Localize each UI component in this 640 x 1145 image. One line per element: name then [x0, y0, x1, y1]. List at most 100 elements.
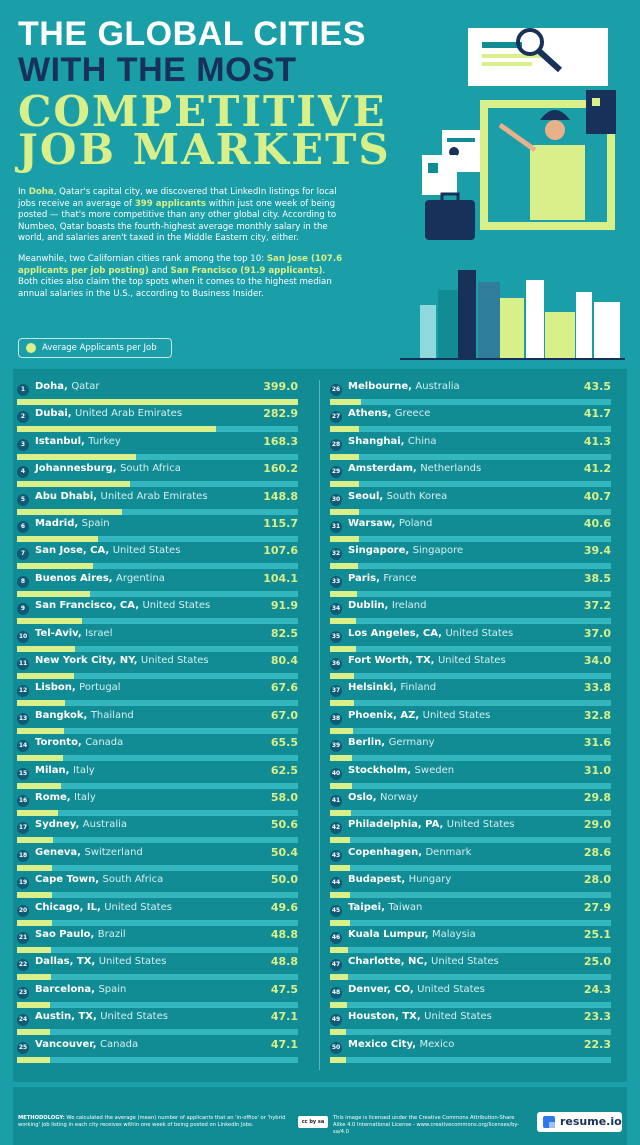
job-market-illustration [400, 28, 625, 360]
bar-track [17, 590, 298, 597]
rank-badge: 28 [330, 438, 342, 451]
ranking-row: 24 Austin, TX, United States 47.1 [17, 1010, 298, 1037]
ranking-row: 18 Geneva, Switzerland 50.4 [17, 846, 298, 873]
ranking-row: 10 Tel-Aviv, Israel 82.5 [17, 627, 298, 654]
ranking-row: 45 Taipei, Taiwan 27.9 [330, 901, 611, 928]
brand-logo[interactable]: resume.io [537, 1112, 622, 1132]
bar [330, 974, 348, 981]
country-name: Sweden [414, 764, 455, 776]
country-name: United Arab Emirates [100, 490, 208, 502]
bar [17, 837, 53, 844]
rank-badge: 33 [330, 575, 342, 588]
value-label: 80.4 [270, 654, 298, 667]
value-label: 82.5 [270, 626, 298, 640]
bar [17, 481, 130, 488]
cc-license-badge[interactable]: cc by sa [298, 1116, 328, 1128]
bar-track [17, 673, 298, 679]
city-name: Melbourne, [348, 381, 412, 392]
bar-track [17, 864, 298, 871]
ranking-row: 22 Dallas, TX, United States 48.8 [17, 955, 298, 982]
ranking-row: 5 Abu Dhabi, United Arab Emirates 148.8 [17, 490, 298, 517]
city-name: Singapore, [348, 545, 410, 557]
city-name: Shanghai, [348, 435, 405, 447]
ranking-row: 30 Seoul, South Korea 40.7 [330, 490, 611, 517]
city-name: New York City, NY, [35, 655, 138, 666]
country-name: Argentina [116, 572, 165, 584]
value-label: 115.7 [263, 517, 298, 530]
ranking-row: 43 Copenhagen, Denmark 28.6 [330, 846, 611, 873]
bar-track [330, 536, 611, 542]
bar [330, 645, 357, 652]
city-name: Dallas, TX, [35, 956, 96, 968]
ranking-row: 50 Mexico City, Mexico 22.3 [330, 1038, 611, 1065]
country-name: United States [422, 709, 491, 721]
city-name: Sydney, [35, 819, 80, 831]
value-label: 107.6 [263, 544, 298, 558]
bar-track [17, 782, 298, 789]
bar [17, 508, 122, 515]
ranking-row: 35 Los Angeles, CA, United States 37.0 [330, 627, 611, 654]
bar-track [330, 590, 611, 597]
bar-track [330, 481, 611, 488]
ranking-row: 28 Shanghai, China 41.3 [330, 435, 611, 462]
rank-badge: 6 [17, 521, 29, 533]
intro-paragraph-2: Meanwhile, two Californian cities rank a… [18, 253, 343, 299]
value-label: 50.4 [270, 845, 298, 859]
bar-track [330, 426, 611, 433]
city-name: Buenos Aires, [35, 572, 113, 584]
city-name: Charlotte, NC, [348, 956, 428, 968]
value-label: 65.5 [270, 736, 298, 750]
country-name: United Arab Emirates [75, 408, 183, 420]
ranking-row: 42 Philadelphia, PA, United States 29.0 [330, 818, 611, 845]
value-label: 104.1 [263, 571, 298, 585]
value-label: 282.9 [263, 407, 298, 421]
country-name: United States [104, 901, 172, 913]
city-name: Paris, [348, 572, 380, 584]
bar [17, 426, 217, 433]
rank-badge: 7 [17, 548, 29, 561]
intro-paragraph-1: In Doha, Qatar's capital city, we discov… [18, 187, 337, 244]
bar [17, 563, 93, 570]
city-name: Budapest, [348, 874, 406, 886]
bar-track [330, 645, 611, 652]
bar [17, 645, 76, 652]
city-name: Rome, [35, 792, 71, 803]
country-name: Germany [388, 737, 435, 749]
value-label: 62.5 [270, 763, 298, 777]
bar-track [330, 782, 611, 789]
country-name: France [383, 572, 417, 584]
value-label: 47.5 [270, 982, 298, 996]
country-name: Netherlands [420, 463, 482, 475]
bar [330, 782, 352, 789]
country-name: United States [445, 627, 514, 639]
value-label: 67.0 [270, 708, 298, 722]
rank-badge: 16 [17, 795, 29, 807]
ranking-row: 23 Barcelona, Spain 47.5 [17, 983, 298, 1010]
country-name: Poland [398, 518, 433, 529]
bar [330, 1001, 348, 1008]
ranking-row: 21 Sao Paulo, Brazil 48.8 [17, 928, 298, 955]
value-label: 28.0 [583, 873, 611, 887]
city-name: Madrid, [35, 518, 79, 529]
country-name: Singapore [412, 545, 464, 557]
ranking-row: 32 Singapore, Singapore 39.4 [330, 544, 611, 571]
city-name: Phoenix, AZ, [348, 709, 420, 721]
rank-badge: 39 [330, 740, 342, 753]
value-label: 23.3 [583, 1010, 611, 1024]
bar [17, 453, 136, 460]
bar [17, 618, 82, 625]
bar [17, 590, 91, 597]
rank-badge: 13 [17, 712, 29, 725]
ranking-row: 8 Buenos Aires, Argentina 104.1 [17, 572, 298, 599]
value-label: 22.3 [583, 1037, 611, 1051]
country-name: Canada [100, 1038, 139, 1050]
ranking-row: 25 Vancouver, Canada 47.1 [17, 1038, 298, 1065]
bar [17, 755, 64, 762]
bar [330, 508, 359, 515]
city-name: Taipei, [348, 901, 385, 913]
country-name: China [407, 435, 437, 447]
ranking-row: 11 New York City, NY, United States 80.4 [17, 654, 298, 681]
bar-track [17, 618, 298, 625]
country-name: United States [431, 956, 499, 968]
bar [330, 864, 351, 871]
